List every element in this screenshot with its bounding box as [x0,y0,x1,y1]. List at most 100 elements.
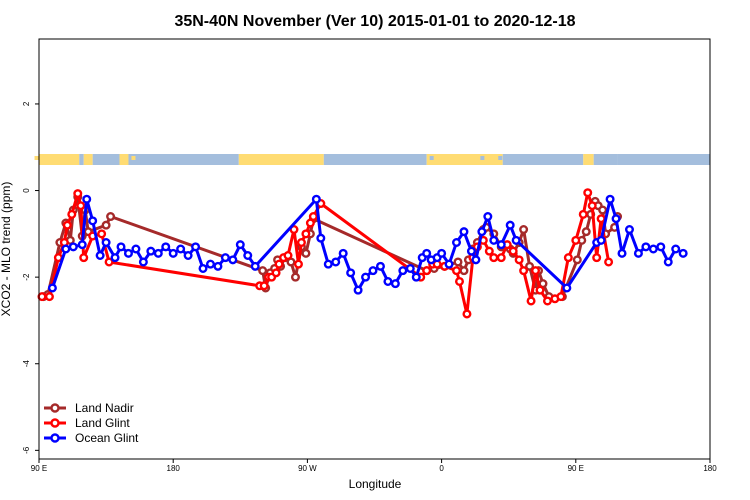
data-point [508,246,518,256]
data-point [542,296,552,306]
data-point [604,257,614,267]
data-point [88,216,98,226]
data-point [346,268,356,278]
data-point [526,296,536,306]
data-point [398,266,408,276]
data-point [82,194,92,204]
data-point [138,257,148,267]
data-point [641,242,651,252]
strip-speck [131,156,136,160]
data-point [511,235,521,245]
strip-speck [605,156,610,160]
data-point [47,283,57,293]
data-point [535,285,545,295]
strip-segment [502,154,584,165]
data-point [106,212,116,222]
data-point [592,253,602,263]
data-point [596,214,606,224]
surface-type-strip [34,154,710,165]
strip-speck [88,156,93,160]
data-point [61,244,71,254]
strip-speck [587,156,592,160]
data-point [437,248,447,258]
data-point [213,261,223,271]
data-point [290,272,300,282]
data-point [331,257,341,267]
data-point [293,259,303,269]
data-point [183,250,193,260]
data-point [44,292,54,302]
data-point [422,266,432,276]
data-point [411,272,421,282]
strip-segment [323,154,427,165]
data-point [459,227,469,237]
data-point [454,276,464,286]
data-point [663,257,673,267]
data-point [489,235,499,245]
data-point [283,250,293,260]
legend-marker [50,433,60,443]
data-point [37,292,47,302]
data-point [562,283,572,293]
data-point [95,250,105,260]
data-point [531,266,541,276]
data-point [77,240,87,250]
data-point [671,244,681,254]
x-tick-label: 180 [167,464,181,473]
data-point [578,209,588,219]
strip-segment [79,154,84,165]
x-tick-label: 90 E [31,464,47,473]
strip-speck [480,156,485,160]
data-point [571,235,581,245]
data-point [489,253,499,263]
data-point [462,309,472,319]
data-point [471,255,481,265]
data-point [271,268,281,278]
data-point [563,253,573,263]
y-tick-label: 2 [22,101,31,106]
strip-speck [498,156,503,160]
y-tick-label: 0 [22,188,31,193]
data-point [617,248,627,258]
y-axis: 2 0 -2 -4 -6 [22,101,39,454]
data-point [301,248,311,258]
series-land-glint [37,188,614,319]
x-axis-label: Longitude [349,477,402,491]
strip-speck [490,156,495,160]
data-point [678,248,688,258]
y-tick-label: -4 [22,360,31,368]
data-point [598,205,608,215]
data-point [383,276,393,286]
data-point [274,259,284,269]
data-point [73,189,83,199]
data-point [466,246,476,256]
legend-label: Land Glint [75,416,130,430]
series-ocean-glint [47,194,688,295]
data-point [123,248,133,258]
strip-speck [441,156,446,160]
data-point [104,257,114,267]
data-point [459,266,469,276]
strip-speck [34,156,39,160]
data-point [296,238,306,248]
data-point [316,233,326,243]
data-point [368,266,378,276]
data-point [205,259,215,269]
data-point [452,266,462,276]
data-point [496,240,506,250]
data-point [338,248,348,258]
data-point [633,248,643,258]
strip-segment [128,154,239,165]
data-point [484,246,494,256]
data-point [611,214,621,224]
data-point [198,263,208,273]
data-point [405,263,415,273]
x-tick-label: 0 [439,464,444,473]
data-point [235,240,245,250]
data-point [353,285,363,295]
data-point [62,220,72,230]
x-tick-label: 90 E [568,464,584,473]
data-point [259,281,269,291]
data-point [444,259,454,269]
